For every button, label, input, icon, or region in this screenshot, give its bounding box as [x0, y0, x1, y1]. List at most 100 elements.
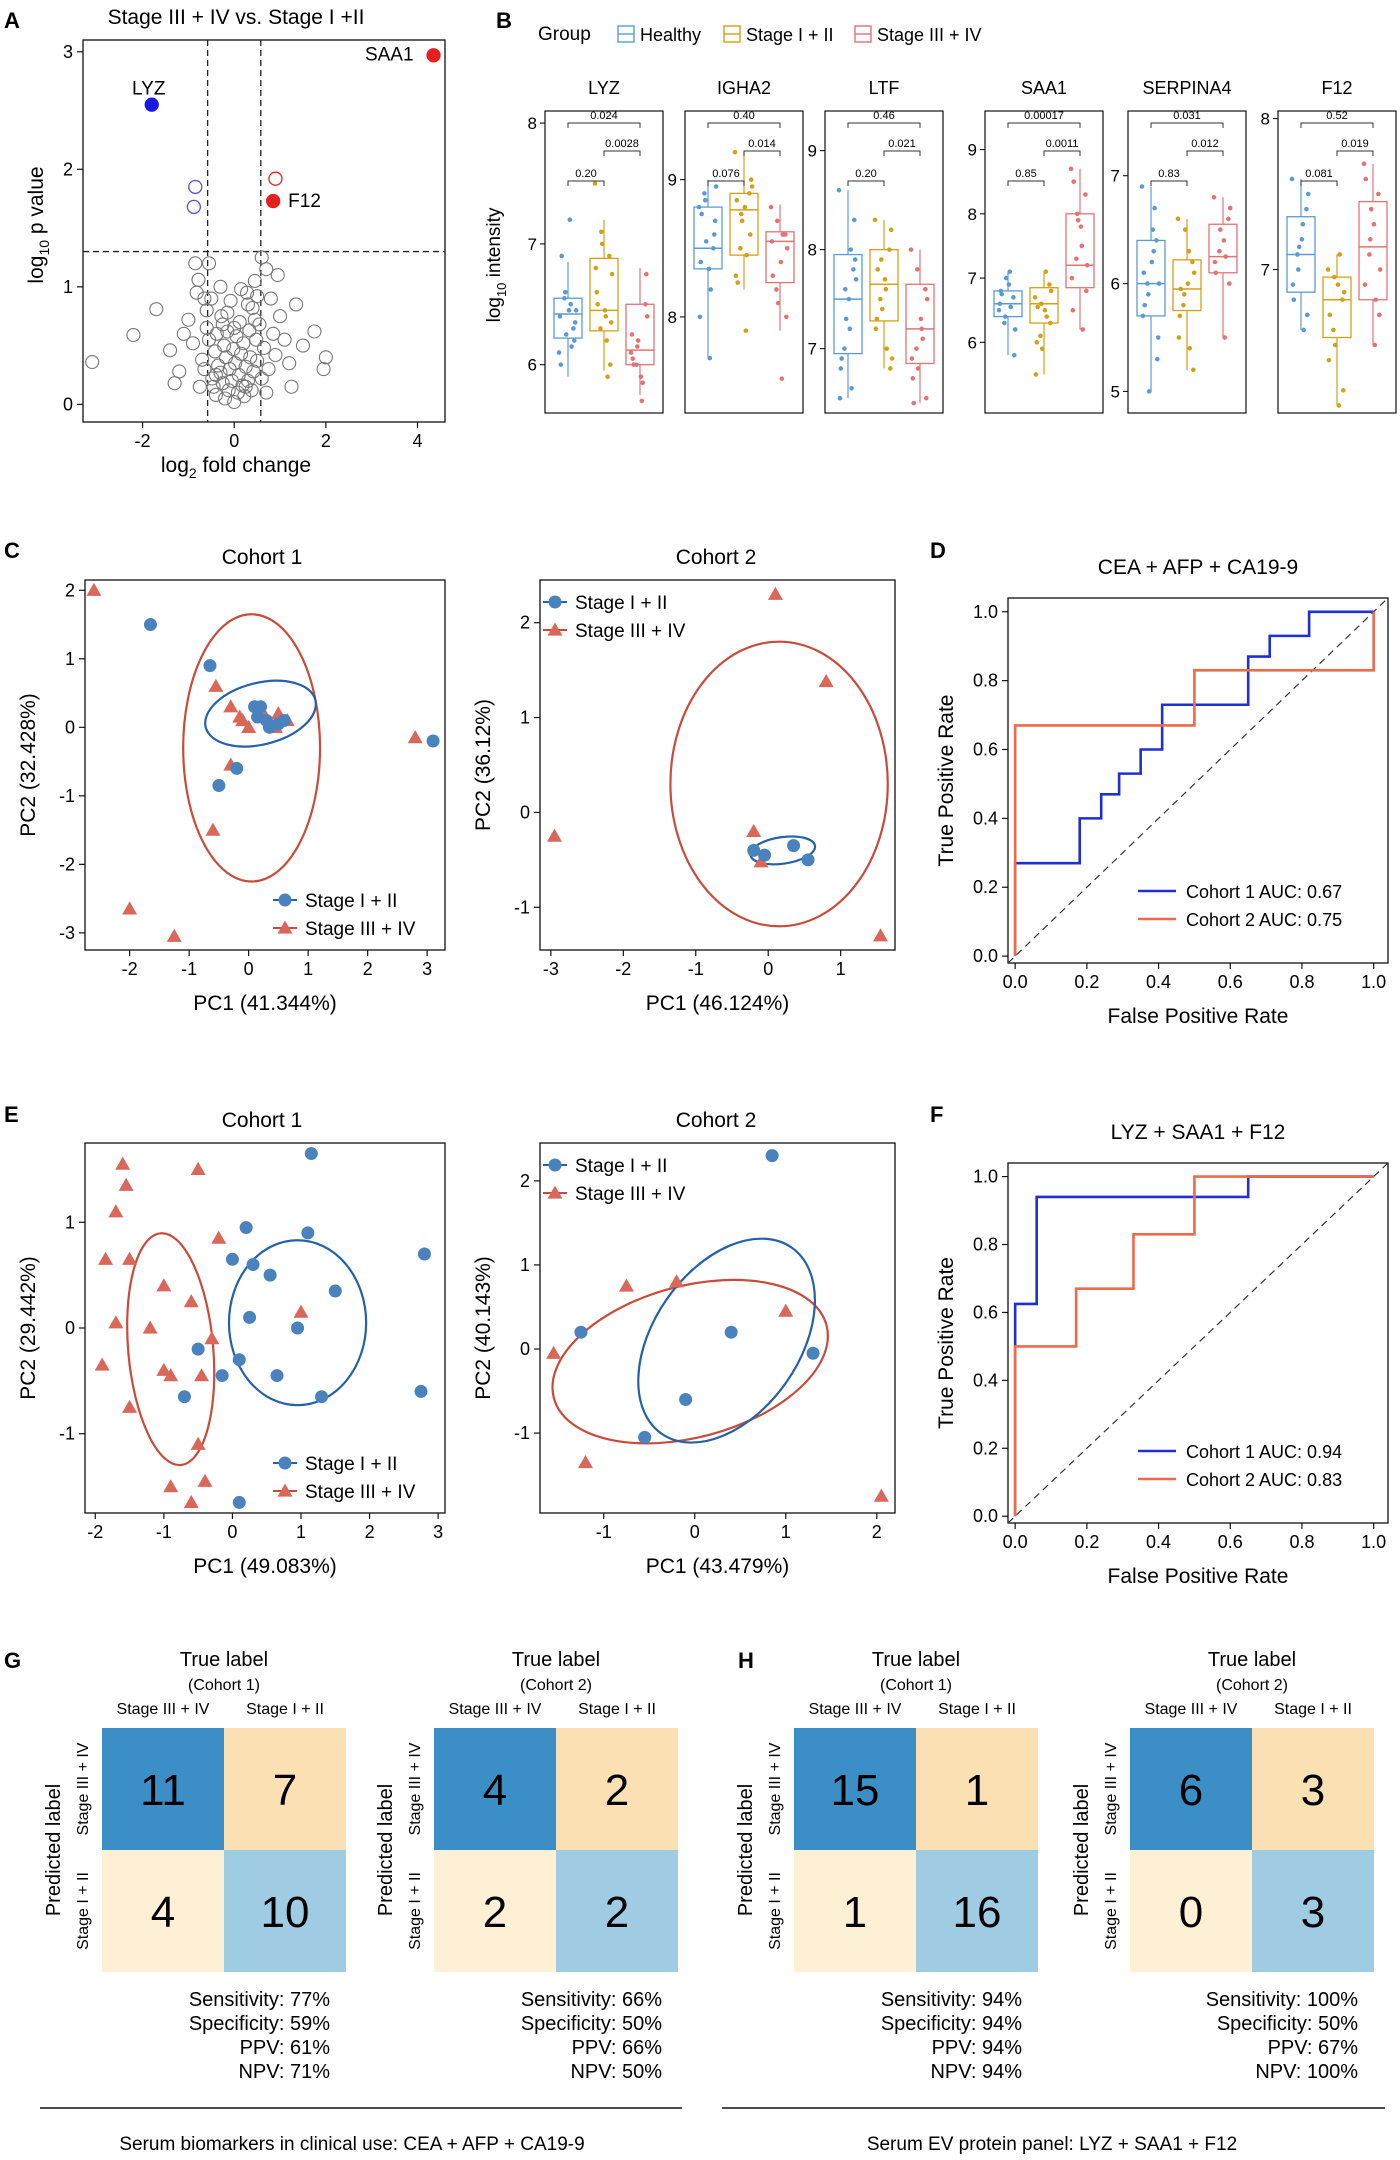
sample-point	[770, 273, 776, 279]
sample-point	[878, 296, 883, 302]
stat-line: PPV: 61%	[240, 2037, 331, 2059]
significance-bracket	[743, 150, 781, 156]
sample-point	[872, 217, 878, 223]
sample-point	[1217, 248, 1222, 254]
stat-line: Sensitivity: 100%	[1206, 1989, 1359, 2011]
stage-3-4-point	[86, 582, 102, 596]
stage-1-2-point	[215, 1369, 229, 1383]
x-tick-label: 0.0	[1003, 1532, 1028, 1552]
sample-point	[629, 332, 635, 337]
protein-point	[223, 293, 238, 308]
legend-label: Stage I + II	[746, 25, 834, 45]
protein-point	[149, 302, 164, 317]
row-label: Stage III + IV	[1103, 1742, 1120, 1835]
sample-point	[1325, 267, 1331, 272]
confusion-count: 1	[843, 1888, 867, 1937]
protein-point	[270, 268, 285, 283]
roc-curve	[1013, 611, 1375, 957]
y-tick-label: 6	[528, 356, 537, 375]
protein-point	[307, 324, 322, 339]
sample-point	[778, 259, 784, 265]
boxplot-title: SERPINA4	[1142, 78, 1231, 98]
sample-point	[1227, 281, 1232, 286]
p-value-label: 0.031	[1173, 110, 1201, 122]
sample-point	[1226, 216, 1231, 222]
sample-point	[571, 326, 576, 331]
column-label: Stage III + IV	[1145, 1701, 1238, 1718]
sample-point	[915, 267, 920, 272]
predicted-label-heading: Predicted label	[735, 1784, 757, 1916]
predicted-label-heading: Predicted label	[375, 1784, 397, 1916]
p-value-label: 0.20	[855, 168, 876, 180]
sample-point	[1367, 252, 1372, 257]
x-tick-label: -1	[596, 1522, 612, 1542]
significance-bracket	[603, 150, 641, 156]
sample-point	[1221, 238, 1227, 243]
stage-1-2-point	[277, 713, 291, 727]
sample-point	[1190, 259, 1195, 265]
sample-point	[919, 326, 925, 332]
pca-xlabel: PC1 (46.124%)	[646, 992, 790, 1015]
sample-point	[1084, 288, 1089, 294]
confusion-count: 15	[831, 1766, 880, 1815]
sample-point	[1074, 256, 1079, 262]
sample-point	[568, 301, 573, 307]
boxplot-title: F12	[1321, 78, 1352, 98]
boxplot-frame	[1127, 110, 1247, 414]
significance-bracket	[707, 180, 745, 186]
sample-point	[1305, 312, 1310, 318]
boxplot-title: LYZ	[588, 78, 620, 98]
significance-bracket	[567, 180, 605, 186]
stage-1-2-point	[254, 700, 268, 714]
protein-point	[268, 347, 283, 363]
sample-point	[602, 308, 608, 313]
y-tick-label: 2	[65, 580, 75, 600]
x-tick-label: 0.2	[1074, 1532, 1099, 1552]
x-tick-label: 3	[422, 959, 432, 979]
p-value-label: 0.40	[733, 110, 754, 122]
sample-point	[1032, 295, 1038, 300]
stage-1-2-point	[239, 1221, 253, 1235]
stage-3-4-point	[122, 1251, 138, 1265]
x-tick-label: -2	[135, 431, 151, 451]
sample-point	[1146, 389, 1152, 394]
confusion-count: 2	[605, 1888, 629, 1937]
confusion-count: 1	[965, 1766, 989, 1815]
stage-3-4-point	[118, 1177, 134, 1191]
sample-point	[1141, 270, 1147, 276]
sample-point	[1008, 304, 1013, 310]
confusion-count: 6	[1179, 1766, 1203, 1815]
y-tick-label: 1.0	[973, 602, 998, 622]
panel-letter-d: D	[930, 538, 946, 563]
protein-point	[234, 346, 249, 361]
point-label-f12: F12	[288, 191, 321, 212]
stat-line: Sensitivity: 77%	[189, 1989, 330, 2011]
stage-3-4-point	[547, 622, 563, 636]
x-tick-label: 1	[296, 1522, 306, 1542]
sample-point	[1011, 295, 1016, 300]
sample-point	[744, 252, 749, 258]
y-tick-label: 0	[65, 1318, 75, 1338]
box	[765, 231, 795, 284]
sample-point	[1044, 314, 1049, 319]
protein-point	[215, 317, 230, 332]
protein-point	[208, 367, 223, 383]
column-label: Stage I + II	[578, 1701, 656, 1718]
y-tick-label: 3	[63, 42, 73, 62]
confusion-cell	[102, 1850, 224, 1972]
sample-point	[848, 247, 853, 252]
stat-line: Sensitivity: 66%	[521, 1989, 662, 2011]
sample-point	[1012, 327, 1018, 332]
sample-point	[1139, 184, 1145, 189]
protein-point	[218, 350, 234, 365]
protein-point	[250, 353, 265, 368]
sample-point	[1176, 335, 1182, 340]
confusion-cell	[556, 1850, 678, 1972]
pca-ylabel: PC2 (36.12%)	[472, 699, 495, 831]
stat-line: PPV: 66%	[572, 2037, 663, 2059]
stage-3-4-point	[156, 1278, 172, 1292]
stage-1-2-point	[246, 1258, 260, 1272]
sample-point	[1372, 342, 1378, 348]
confusion-count: 4	[483, 1766, 507, 1815]
p-value-label: 0.014	[748, 138, 776, 150]
